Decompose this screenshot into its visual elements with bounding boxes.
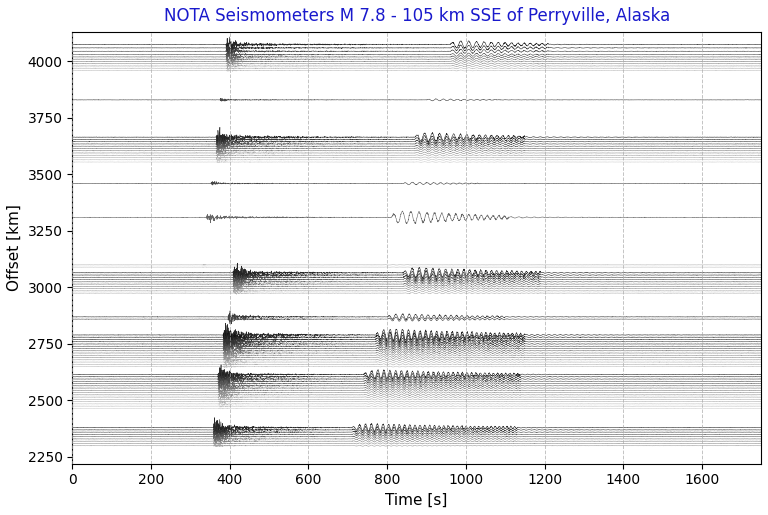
- Y-axis label: Offset [km]: Offset [km]: [7, 204, 22, 291]
- X-axis label: Time [s]: Time [s]: [386, 493, 448, 508]
- Title: NOTA Seismometers M 7.8 - 105 km SSE of Perryville, Alaska: NOTA Seismometers M 7.8 - 105 km SSE of …: [164, 7, 670, 25]
